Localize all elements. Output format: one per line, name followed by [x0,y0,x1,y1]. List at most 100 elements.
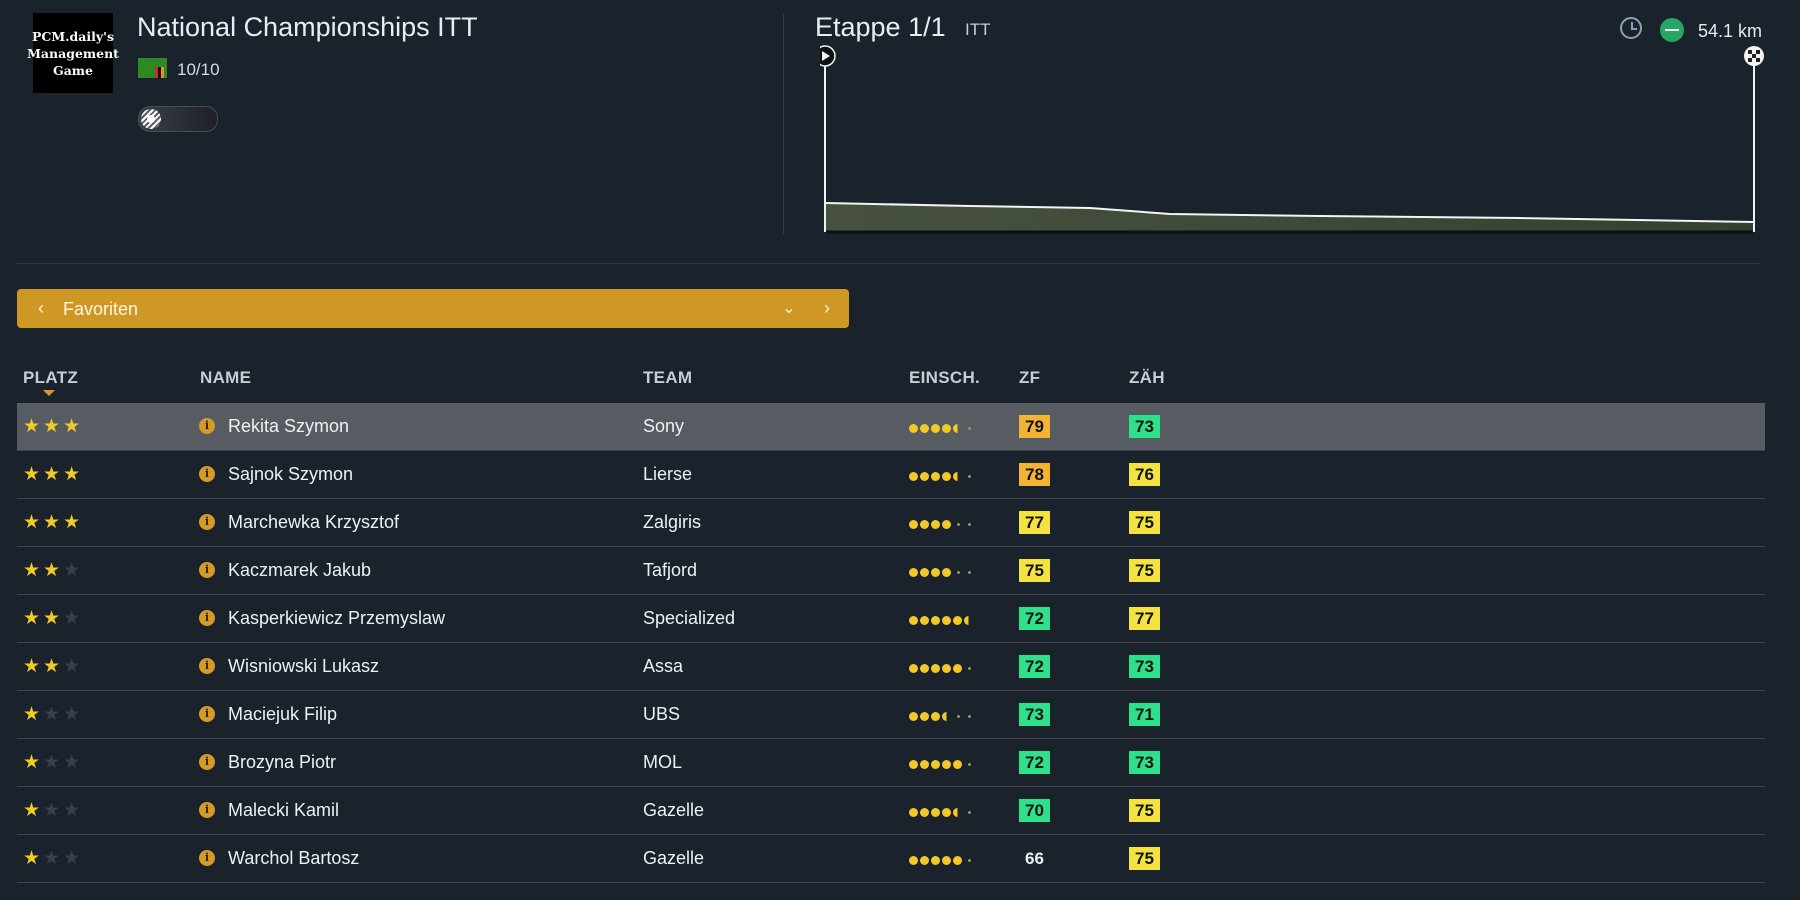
favorite-rating: ★ ★ ★ [23,753,83,773]
zah-value-badge: 75 [1129,511,1160,534]
table-row[interactable]: ★ ★ ★ i Wisniowski Lukasz Assa 72 73 [17,643,1765,691]
zah-value-badge: 75 [1129,847,1160,870]
rider-name[interactable]: Malecki Kamil [228,800,340,820]
rider-team: Zalgiris [643,512,702,532]
weather-toggle[interactable] [138,106,218,132]
star-icon: ★ [23,848,41,869]
zf-value-badge: 79 [1019,415,1050,438]
table-row[interactable]: ★ ★ ★ i Sajnok Szymon Lierse 78 76 [17,451,1765,499]
section-divider [17,263,1760,264]
list-selector: ‹ Favoriten ⌄ › [17,289,849,328]
star-icon: ★ [43,464,61,485]
race-rating: 10/10 [177,60,220,79]
race-title: National Championships ITT [137,12,478,42]
rider-team: Sony [643,416,685,436]
header-divider [783,14,784,234]
rider-name[interactable]: Sajnok Szymon [228,464,354,484]
rider-name[interactable]: Marchewka Krzysztof [228,512,400,532]
sort-desc-icon [43,390,55,396]
info-icon[interactable]: i [199,466,215,482]
chevron-down-icon[interactable]: ⌄ [782,300,796,317]
column-header-estimate[interactable]: EINSCH. [909,368,981,387]
column-header-team[interactable]: TEAM [643,368,693,387]
info-icon[interactable]: i [199,610,215,626]
rider-name[interactable]: Rekita Szymon [228,416,350,436]
next-list-button[interactable]: › [824,298,830,318]
star-icon: ★ [63,800,81,821]
zah-value-badge: 77 [1129,607,1160,630]
star-icon: ★ [23,752,41,773]
star-icon: ★ [43,656,61,677]
star-icon: ★ [63,560,81,581]
rider-name[interactable]: Kasperkiewicz Przemyslaw [228,608,446,628]
star-icon: ★ [63,608,81,629]
info-icon[interactable]: i [199,418,215,434]
rider-team: Specialized [643,608,736,628]
table-row[interactable]: ★ ★ ★ i Kaczmarek Jakub Tafjord 75 75 [17,547,1765,595]
star-icon: ★ [43,800,61,821]
zf-value-badge: 72 [1019,607,1050,630]
rider-name[interactable]: Kaczmarek Jakub [228,560,372,580]
table-row[interactable]: ★ ★ ★ i Marchewka Krzysztof Zalgiris 77 75 [17,499,1765,547]
clock-icon[interactable] [1620,17,1642,39]
table-row[interactable]: ★ ★ ★ i Malecki Kamil Gazelle 70 75 [17,787,1765,835]
column-header-zah[interactable]: ZÄH [1129,368,1165,387]
favorite-rating: ★ ★ ★ [23,705,83,725]
table-row[interactable]: ★ ★ ★ i Kasperkiewicz Przemyslaw Specialized 7… [17,595,1765,643]
rider-name[interactable]: Warchol Bartosz [228,848,360,868]
table-row[interactable]: ★ ★ ★ i Maciejuk Filip UBS 73 71 [17,691,1765,739]
estimate-dots [909,612,975,626]
column-header-name[interactable]: NAME [200,368,252,387]
star-icon: ★ [63,848,81,869]
list-selector-label[interactable]: Favoriten [63,299,139,319]
game-logo: PCM.daily's Management Game [27,13,119,93]
info-icon[interactable]: i [199,802,215,818]
favorite-rating: ★ ★ ★ [23,609,83,629]
zah-value-badge: 71 [1129,703,1160,726]
zf-value-badge: 78 [1019,463,1050,486]
table-row[interactable]: ★ ★ ★ i Warchol Bartosz Gazelle 66 75 [17,835,1765,883]
star-icon: ★ [63,512,81,533]
sun-icon [141,109,161,129]
column-header-zf[interactable]: ZF [1019,368,1041,387]
info-icon[interactable]: i [199,706,215,722]
favorite-rating: ★ ★ ★ [23,561,83,581]
estimate-dots [909,660,975,674]
info-icon[interactable]: i [199,754,215,770]
stage-distance: 54.1 km [1698,21,1763,41]
star-icon: ★ [63,752,81,773]
favorite-rating: ★ ★ ★ [23,465,83,485]
info-icon[interactable]: i [199,850,215,866]
info-icon[interactable]: i [199,562,215,578]
star-icon: ★ [23,512,41,533]
favorite-rating: ★ ★ ★ [23,513,83,533]
prev-list-button[interactable]: ‹ [38,298,44,318]
rider-name[interactable]: Wisniowski Lukasz [228,656,380,676]
rider-team: Assa [643,656,684,676]
rider-team: UBS [643,704,681,724]
rider-team: Gazelle [643,848,705,868]
estimate-dots [909,564,975,578]
zf-value-badge: 72 [1019,751,1050,774]
star-icon: ★ [23,656,41,677]
info-icon[interactable]: i [199,658,215,674]
zah-value-badge: 73 [1129,751,1160,774]
zf-value-badge: 75 [1019,559,1050,582]
rider-team: Gazelle [643,800,705,820]
star-icon: ★ [43,752,61,773]
stage-type: ITT [965,20,991,39]
rider-team: Tafjord [643,560,698,580]
table-row[interactable]: ★ ★ ★ i Rekita Szymon Sony 79 73 [17,403,1765,451]
star-icon: ★ [63,656,81,677]
rider-name[interactable]: Brozyna Piotr [228,752,337,772]
table-row[interactable]: ★ ★ ★ i Brozyna Piotr MOL 72 73 [17,739,1765,787]
rider-name[interactable]: Maciejuk Filip [228,704,338,724]
favorite-rating: ★ ★ ★ [23,417,83,437]
info-icon[interactable]: i [199,514,215,530]
profile-area [826,203,1753,232]
star-icon: ★ [23,704,41,725]
favorite-rating: ★ ★ ★ [23,657,83,677]
star-icon: ★ [23,800,41,821]
column-header-rank[interactable]: PLATZ [23,368,79,387]
estimate-dots [909,516,975,530]
